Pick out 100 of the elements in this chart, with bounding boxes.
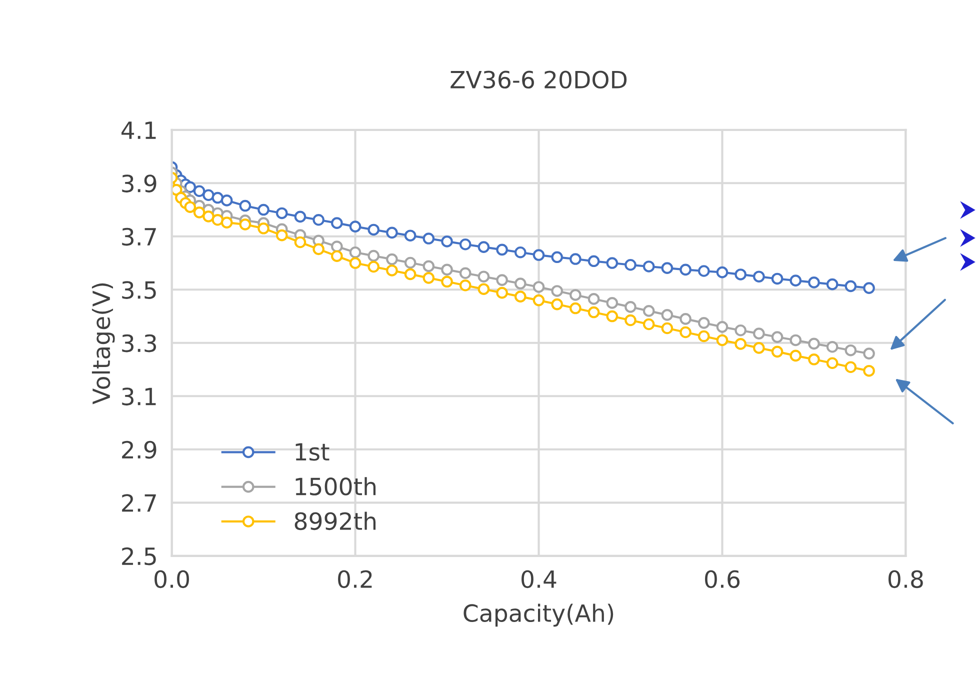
point — [624, 314, 636, 326]
y-tick-label: 2.7 — [122, 494, 156, 512]
point — [312, 214, 324, 226]
point — [478, 241, 490, 253]
point — [258, 204, 270, 216]
point — [441, 236, 453, 248]
point — [642, 305, 655, 317]
x-tick-label: 0.0 — [154, 570, 189, 588]
y-tick-label: 3.5 — [122, 281, 156, 299]
point — [514, 246, 526, 258]
point — [514, 290, 526, 302]
point — [331, 250, 343, 262]
point — [349, 246, 362, 258]
point — [386, 253, 398, 266]
point — [551, 251, 564, 264]
point — [753, 328, 765, 340]
point — [661, 309, 674, 321]
point — [698, 330, 710, 342]
point — [680, 326, 692, 338]
point — [716, 334, 728, 346]
point — [368, 224, 380, 236]
y-tick-label: 3.3 — [122, 334, 156, 352]
chart-title: ZV36-6 20DOD — [450, 70, 627, 89]
point — [808, 353, 820, 366]
point — [734, 338, 746, 350]
point — [551, 285, 564, 297]
point — [570, 253, 582, 265]
point — [680, 264, 692, 276]
point — [532, 281, 545, 293]
point — [184, 201, 196, 214]
point — [276, 229, 288, 242]
y-tick-label: 3.9 — [122, 174, 156, 192]
point — [441, 276, 453, 288]
point — [570, 302, 582, 314]
point — [624, 301, 636, 313]
point — [202, 189, 214, 202]
x-tick-label: 0.2 — [338, 570, 372, 588]
point — [478, 283, 490, 296]
point — [404, 256, 416, 269]
point — [844, 361, 857, 374]
point — [294, 236, 306, 248]
point — [570, 289, 582, 301]
point — [404, 230, 416, 242]
point — [459, 238, 472, 250]
point — [863, 364, 875, 377]
point — [790, 350, 802, 362]
x-tick-label: 0.6 — [705, 570, 740, 588]
point — [532, 294, 545, 306]
point — [441, 264, 453, 276]
point — [624, 258, 636, 271]
y-tick-label: 3.7 — [122, 228, 156, 246]
point — [863, 348, 875, 360]
point — [220, 216, 233, 228]
x-tick-label: 0.4 — [522, 570, 556, 588]
point — [826, 357, 838, 370]
point — [514, 278, 526, 290]
point — [642, 260, 655, 272]
point — [826, 278, 838, 290]
point — [753, 342, 765, 354]
point — [193, 206, 206, 218]
y-tick-label: 2.5 — [122, 547, 156, 566]
point — [698, 265, 710, 277]
point — [258, 222, 270, 234]
point — [588, 255, 600, 268]
point — [771, 331, 784, 343]
point — [698, 317, 710, 329]
point — [734, 324, 746, 336]
y-tick-label: 3.1 — [122, 388, 156, 406]
point — [386, 226, 398, 239]
point — [422, 232, 435, 244]
x-axis-title: Capacity(Ah) — [464, 604, 614, 627]
point — [532, 249, 545, 261]
point — [312, 243, 324, 256]
point — [368, 250, 380, 262]
point — [588, 306, 600, 318]
point — [716, 321, 728, 333]
point — [422, 260, 435, 272]
point — [734, 268, 746, 280]
y-axis-title: Voltage(V) — [92, 283, 115, 404]
point — [588, 293, 600, 305]
point — [212, 192, 224, 204]
point — [368, 260, 380, 273]
point — [459, 279, 472, 292]
point — [239, 218, 252, 230]
point — [844, 280, 857, 292]
point — [661, 262, 674, 274]
point — [661, 322, 674, 334]
legend-label: 8992th — [294, 512, 376, 530]
legend-label: 1st — [296, 443, 330, 461]
point — [496, 244, 508, 256]
point — [349, 257, 362, 269]
point — [680, 313, 692, 325]
point — [826, 340, 838, 353]
point — [202, 210, 214, 222]
point — [276, 207, 288, 220]
point — [863, 282, 875, 294]
point — [496, 286, 508, 299]
point — [808, 338, 820, 350]
point — [220, 194, 233, 206]
legend-label: 1500th — [296, 477, 376, 496]
